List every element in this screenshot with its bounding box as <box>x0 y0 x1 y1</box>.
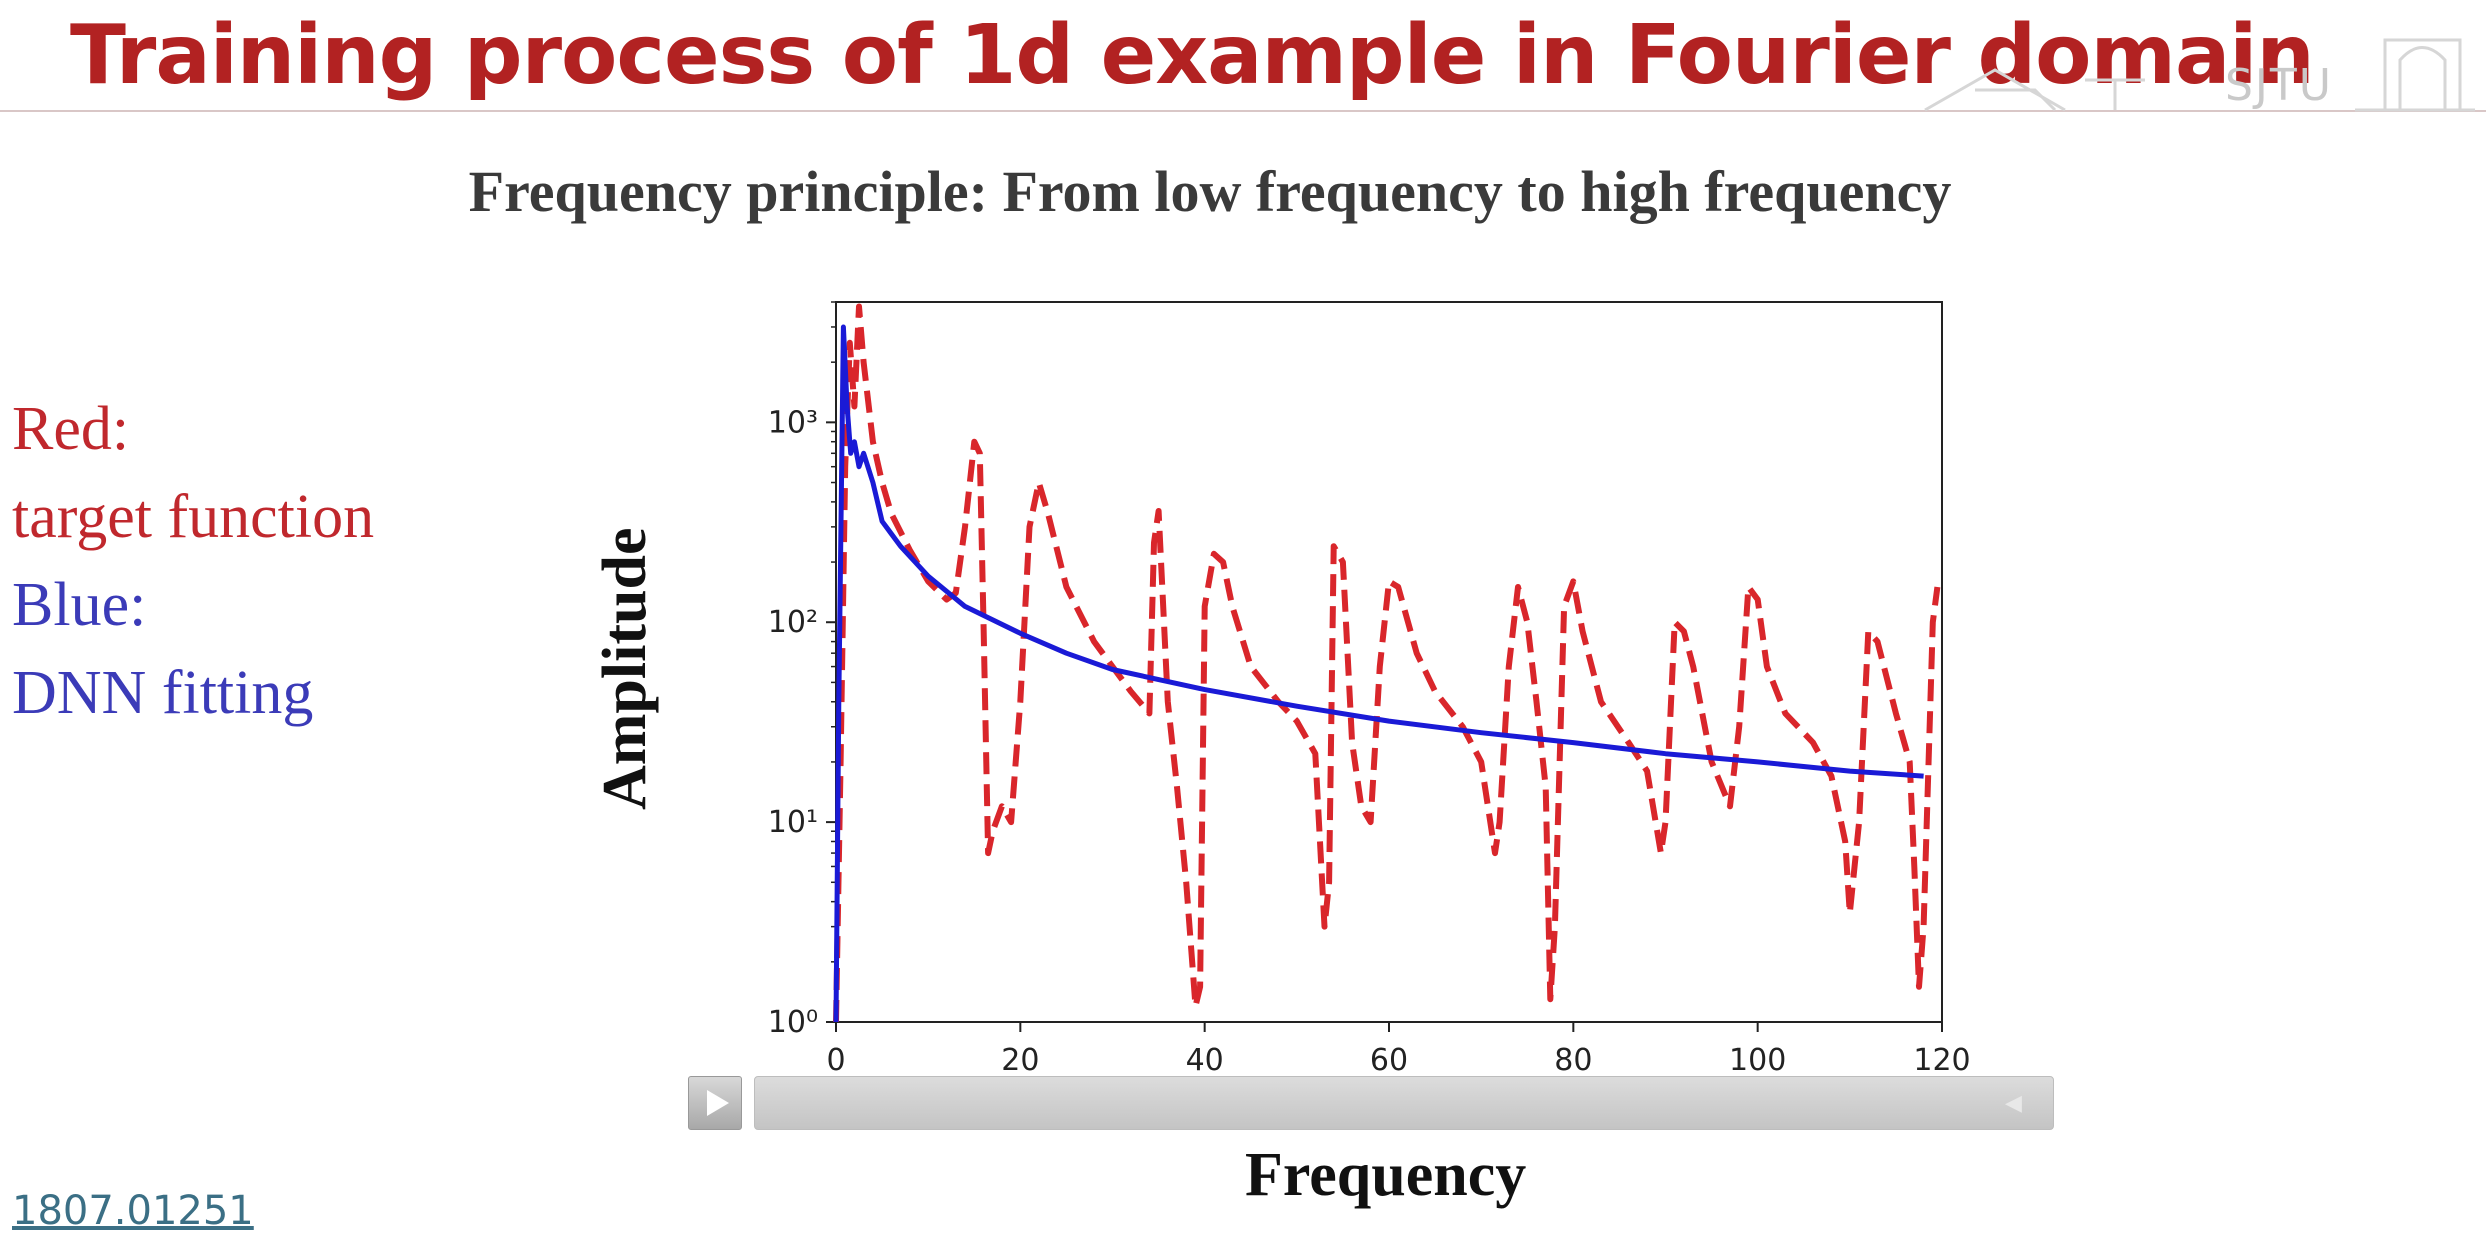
x-tick-label: 60 <box>1370 1043 1408 1078</box>
sjtu-logo-text: SJTU <box>2225 60 2333 111</box>
color-legend: Red: target function Blue: DNN fitting <box>12 385 374 737</box>
target-function-line <box>833 303 1941 1023</box>
x-tick-label: 20 <box>1001 1043 1039 1078</box>
video-player-controls: ◀ <box>688 1072 2056 1130</box>
x-tick-label: 40 <box>1186 1043 1224 1078</box>
legend-red-heading: Red: <box>12 395 130 463</box>
y-tick-label: 10¹ <box>768 805 818 840</box>
dnn-fitting-line <box>833 324 1924 1023</box>
legend-red-description: target function <box>12 483 375 551</box>
legend-blue-heading: Blue: <box>12 571 147 639</box>
seek-bar[interactable]: ◀ <box>754 1076 2054 1130</box>
x-tick-label: 120 <box>1913 1043 1970 1078</box>
x-axis-title: Frequency <box>1245 1141 1527 1209</box>
legend-blue-description: DNN fitting <box>12 659 314 727</box>
volume-icon[interactable]: ◀ <box>2005 1091 2022 1116</box>
title-divider <box>0 110 2486 112</box>
y-tick-label: 10² <box>768 605 818 640</box>
arxiv-reference-link[interactable]: 1807.01251 <box>12 1188 254 1234</box>
sjtu-logo <box>1924 38 2475 112</box>
y-tick-label: 10⁰ <box>768 1005 818 1040</box>
play-button[interactable] <box>688 1076 742 1130</box>
x-tick-label: 0 <box>826 1043 845 1078</box>
plot-area <box>835 301 1943 1023</box>
slide-title: Training process of 1d example in Fourie… <box>70 8 2315 103</box>
slide-subtitle: Frequency principle: From low frequency … <box>468 159 1952 224</box>
x-tick-label: 80 <box>1554 1043 1592 1078</box>
x-tick-label: 100 <box>1729 1043 1786 1078</box>
y-tick-label: 10³ <box>768 405 818 440</box>
